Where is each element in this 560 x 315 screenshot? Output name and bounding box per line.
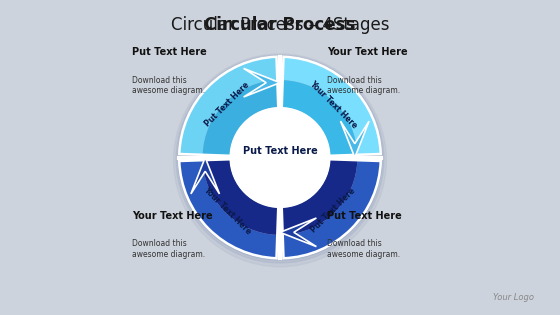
Circle shape (174, 54, 386, 267)
Wedge shape (282, 159, 357, 235)
Text: Put Text Here: Put Text Here (327, 211, 402, 221)
Text: Put Text Here: Put Text Here (242, 146, 318, 156)
Text: Put Text Here: Put Text Here (132, 47, 207, 57)
Circle shape (231, 109, 329, 206)
Wedge shape (282, 80, 357, 156)
Text: Your Text Here: Your Text Here (307, 79, 358, 130)
Wedge shape (283, 57, 381, 155)
Wedge shape (203, 80, 278, 156)
Text: Download this
awesome diagram.: Download this awesome diagram. (132, 76, 205, 95)
Text: Circular Process: Circular Process (204, 16, 356, 34)
Text: Download this
awesome diagram.: Download this awesome diagram. (327, 239, 400, 259)
Circle shape (176, 55, 384, 263)
Text: Circular Process – 4Stages: Circular Process – 4Stages (171, 16, 389, 34)
Wedge shape (283, 160, 381, 258)
Text: Download this
awesome diagram.: Download this awesome diagram. (132, 239, 205, 259)
Polygon shape (191, 158, 220, 194)
Text: Your Text Here: Your Text Here (132, 211, 213, 221)
Wedge shape (179, 160, 277, 258)
Text: Your Logo: Your Logo (493, 293, 534, 302)
Text: Download this
awesome diagram.: Download this awesome diagram. (327, 76, 400, 95)
Circle shape (178, 56, 382, 260)
Polygon shape (280, 218, 316, 247)
Wedge shape (203, 159, 278, 235)
Text: Your Text Here: Your Text Here (202, 185, 253, 236)
Polygon shape (340, 121, 369, 158)
Text: Your Text Here: Your Text Here (327, 47, 408, 57)
Polygon shape (244, 68, 280, 97)
Text: Put Text Here: Put Text Here (309, 186, 357, 234)
Text: Put Text Here: Put Text Here (203, 81, 251, 129)
Wedge shape (179, 57, 277, 155)
